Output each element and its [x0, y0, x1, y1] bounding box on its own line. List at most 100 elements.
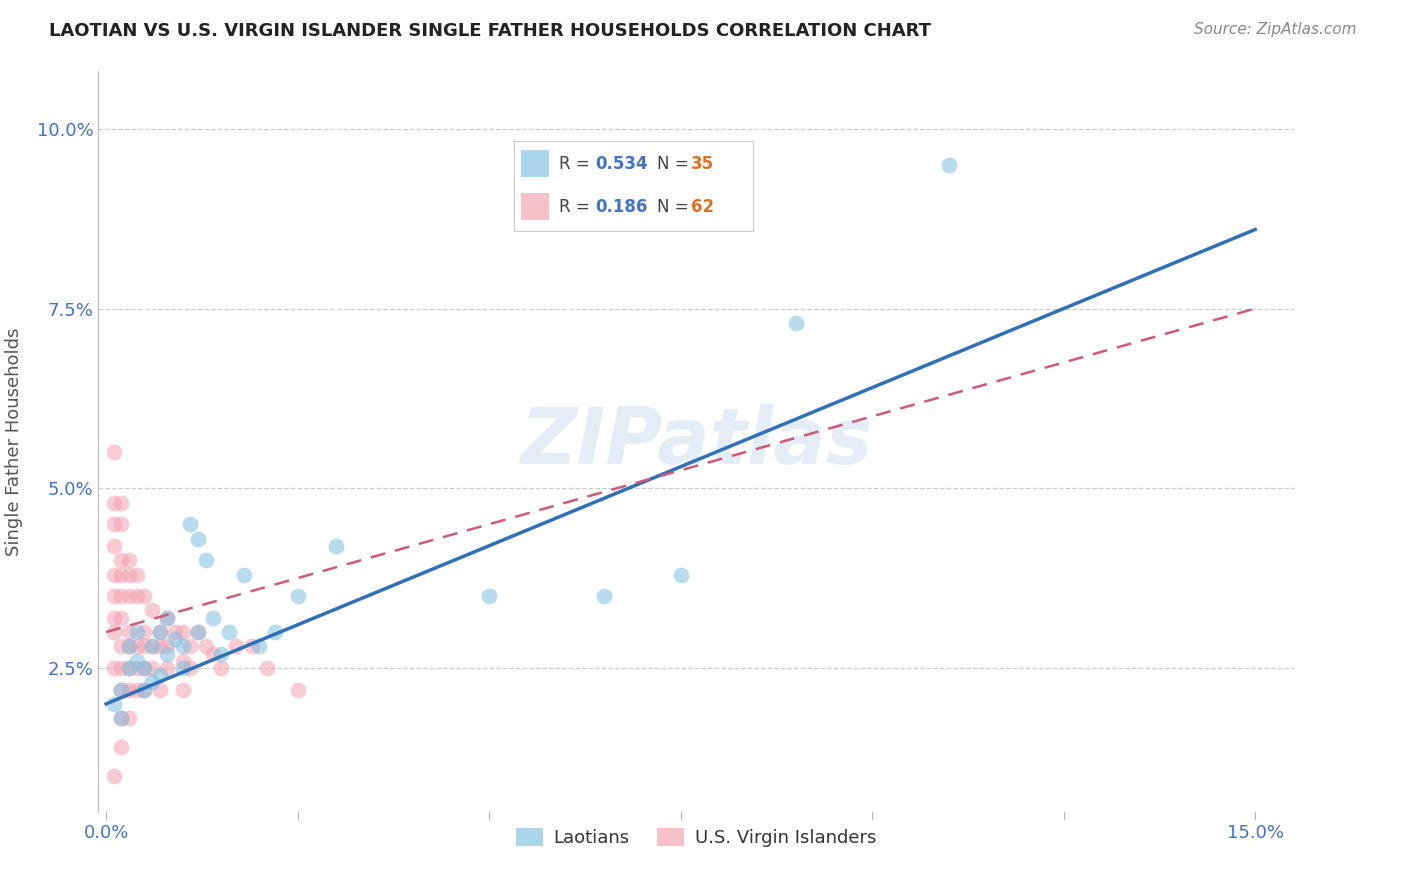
Point: [218, 625, 240, 640]
Point: [103, 697, 125, 711]
Text: 0.186: 0.186: [595, 197, 647, 216]
Point: [103, 625, 125, 640]
Point: [149, 625, 172, 640]
Y-axis label: Single Father Households: Single Father Households: [4, 327, 22, 556]
Point: [202, 647, 225, 661]
Point: [141, 640, 163, 654]
Point: [118, 682, 141, 697]
Point: [110, 682, 132, 697]
Point: [156, 640, 179, 654]
Point: [149, 682, 172, 697]
Point: [118, 640, 141, 654]
Point: [194, 553, 217, 567]
Point: [163, 632, 186, 647]
Point: [125, 661, 148, 675]
Text: N =: N =: [658, 197, 689, 216]
Point: [118, 567, 141, 582]
Point: [179, 640, 201, 654]
Point: [110, 711, 132, 725]
Point: [209, 661, 232, 675]
Point: [134, 682, 156, 697]
Point: [156, 647, 179, 661]
Point: [149, 625, 172, 640]
Point: [156, 610, 179, 624]
Point: [110, 711, 132, 725]
Point: [110, 661, 132, 675]
Point: [125, 589, 148, 603]
Point: [187, 625, 209, 640]
Point: [187, 532, 209, 546]
Point: [110, 610, 132, 624]
Point: [225, 640, 247, 654]
Point: [141, 640, 163, 654]
Point: [103, 517, 125, 532]
Point: [240, 640, 263, 654]
Point: [118, 661, 141, 675]
Point: [141, 603, 163, 617]
Point: [118, 589, 141, 603]
Point: [103, 539, 125, 553]
Point: [103, 495, 125, 509]
Point: [172, 625, 194, 640]
Point: [156, 661, 179, 675]
Point: [179, 517, 201, 532]
Text: R =: R =: [560, 197, 591, 216]
Point: [110, 739, 132, 754]
Point: [118, 640, 141, 654]
Point: [103, 661, 125, 675]
Text: 35: 35: [690, 154, 714, 173]
Point: [103, 610, 125, 624]
Point: [125, 640, 148, 654]
Point: [172, 682, 194, 697]
Text: 0.534: 0.534: [595, 154, 648, 173]
Point: [478, 589, 501, 603]
Point: [172, 654, 194, 668]
Point: [103, 445, 125, 459]
Point: [110, 567, 132, 582]
Point: [287, 589, 309, 603]
Point: [156, 610, 179, 624]
Point: [593, 589, 616, 603]
Point: [194, 640, 217, 654]
Point: [141, 661, 163, 675]
Text: ZIPatlas: ZIPatlas: [520, 403, 872, 480]
Point: [179, 661, 201, 675]
Point: [103, 769, 125, 783]
Point: [263, 625, 285, 640]
Point: [110, 682, 132, 697]
FancyBboxPatch shape: [520, 194, 550, 220]
Point: [134, 661, 156, 675]
Text: R =: R =: [560, 154, 591, 173]
Point: [110, 553, 132, 567]
Point: [125, 567, 148, 582]
Point: [118, 625, 141, 640]
Point: [134, 661, 156, 675]
Point: [118, 553, 141, 567]
FancyBboxPatch shape: [520, 151, 550, 178]
Point: [287, 682, 309, 697]
Point: [202, 610, 225, 624]
Point: [187, 625, 209, 640]
Text: Source: ZipAtlas.com: Source: ZipAtlas.com: [1194, 22, 1357, 37]
Point: [163, 625, 186, 640]
Point: [125, 654, 148, 668]
Text: LAOTIAN VS U.S. VIRGIN ISLANDER SINGLE FATHER HOUSEHOLDS CORRELATION CHART: LAOTIAN VS U.S. VIRGIN ISLANDER SINGLE F…: [49, 22, 931, 40]
Point: [247, 640, 270, 654]
Point: [125, 625, 148, 640]
Point: [134, 682, 156, 697]
Text: 62: 62: [690, 197, 714, 216]
Point: [110, 640, 132, 654]
Point: [938, 158, 960, 172]
Point: [118, 661, 141, 675]
Point: [110, 589, 132, 603]
Point: [118, 711, 141, 725]
Point: [669, 567, 692, 582]
Text: N =: N =: [658, 154, 689, 173]
Point: [149, 668, 172, 682]
Point: [172, 640, 194, 654]
Point: [125, 682, 148, 697]
Point: [134, 589, 156, 603]
Point: [134, 625, 156, 640]
Point: [149, 640, 172, 654]
Point: [209, 647, 232, 661]
